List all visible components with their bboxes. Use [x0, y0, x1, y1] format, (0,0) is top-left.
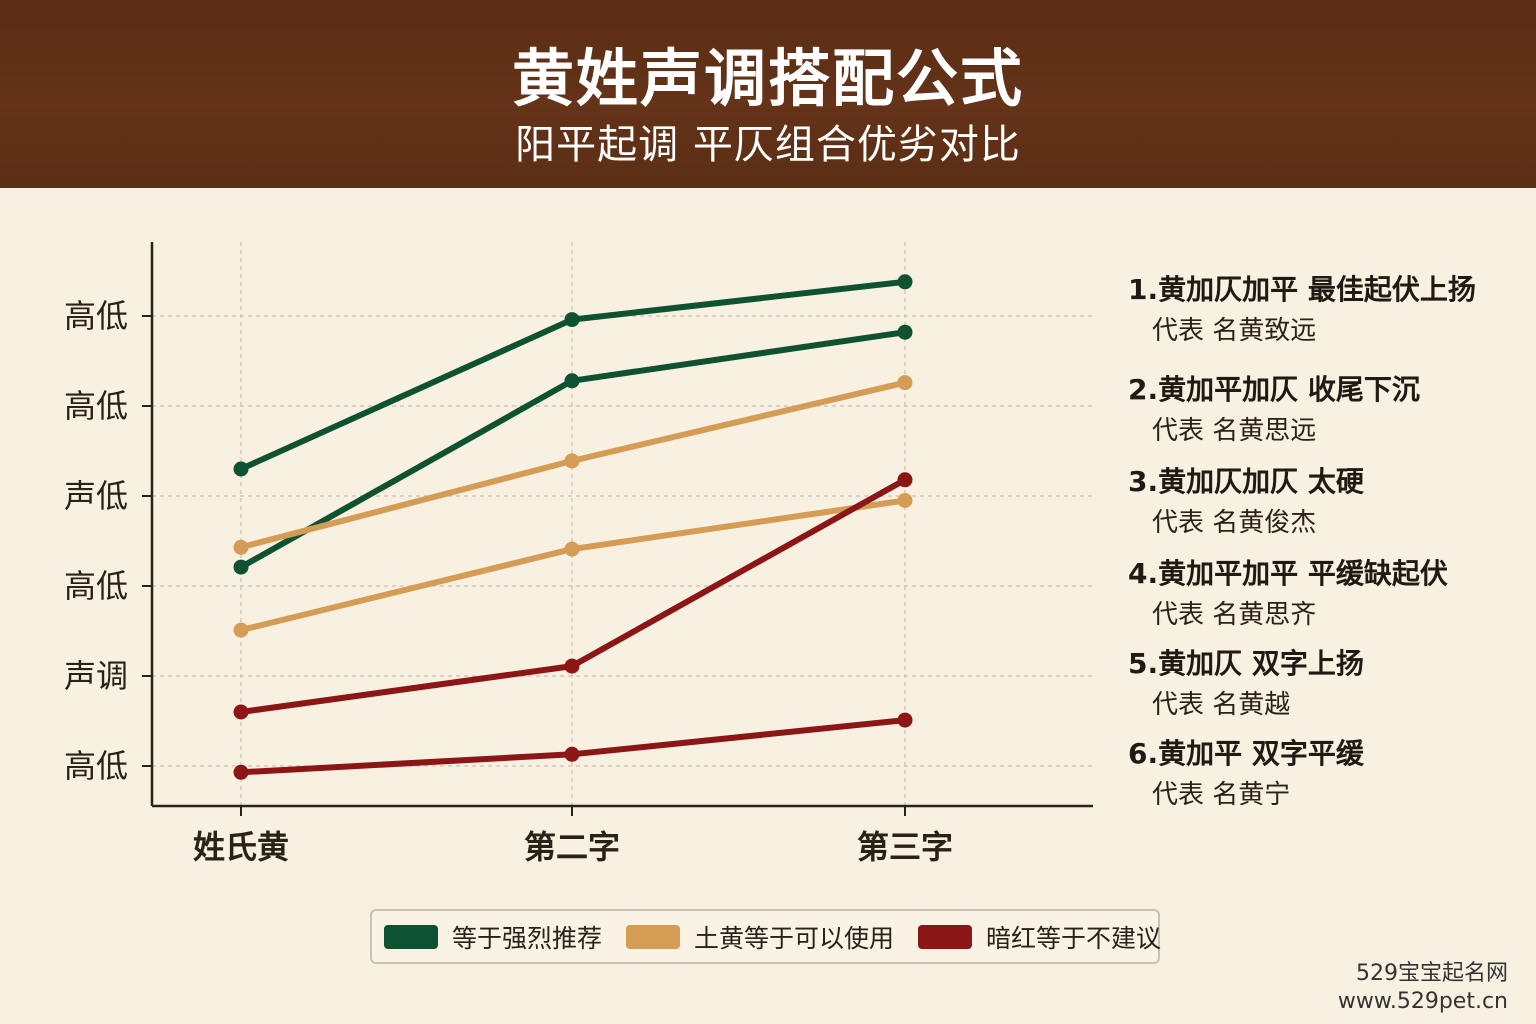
note-title: 3.黄加仄加仄 太硬 — [1128, 465, 1364, 498]
page-subtitle: 阳平起调 平仄组合优劣对比 — [515, 122, 1021, 168]
note-example: 代表 名黄越 — [1152, 690, 1291, 720]
y-tick-label: 声低 — [64, 477, 128, 515]
note-item: 3.黄加仄加仄 太硬 代表 名黄俊杰 — [1128, 460, 1528, 539]
data-point — [897, 472, 913, 488]
watermark: 529宝宝起名网 www.529pet.cn — [1338, 960, 1508, 1016]
data-point — [233, 559, 249, 575]
y-tick-label: 高低 — [64, 747, 128, 785]
data-point — [897, 712, 913, 728]
data-point — [233, 539, 249, 555]
x-category-label: 第二字 — [524, 828, 620, 866]
note-item: 5.黄加仄 双字上扬 代表 名黄越 — [1128, 642, 1528, 721]
legend-label: 等于强烈推荐 — [452, 923, 603, 953]
legend-label: 土黄等于可以使用 — [694, 923, 895, 953]
data-point — [897, 375, 913, 391]
legend-item-acceptable: 土黄等于可以使用 — [626, 919, 894, 955]
legend-swatch-not-recommended — [918, 924, 973, 949]
legend-label: 暗红等于不建议 — [986, 923, 1162, 953]
data-point — [897, 493, 913, 508]
y-tick-label: 高低 — [64, 387, 128, 425]
data-point — [233, 704, 249, 720]
data-point — [564, 746, 580, 762]
chart-legend: 等于强烈推荐 土黄等于可以使用 暗红等于不建议 — [370, 909, 1161, 964]
x-category-label: 第三字 — [857, 828, 953, 866]
legend-item-recommended: 等于强烈推荐 — [384, 919, 602, 955]
note-item: 2.黄加平加仄 收尾下沉 代表 名黄思远 — [1128, 368, 1528, 447]
watermark-site-name: 529宝宝起名网 — [1356, 961, 1508, 986]
note-title: 1.黄加仄加平 最佳起伏上扬 — [1128, 273, 1476, 306]
note-item: 4.黄加平加平 平缓缺起伏 代表 名黄思齐 — [1128, 552, 1528, 631]
data-point — [897, 324, 913, 340]
legend-swatch-acceptable — [626, 924, 681, 949]
note-example: 代表 名黄思远 — [1152, 416, 1317, 446]
note-example: 代表 名黄宁 — [1152, 780, 1291, 810]
note-title: 4.黄加平加平 平缓缺起伏 — [1128, 557, 1448, 590]
data-point — [564, 453, 580, 469]
data-point — [233, 622, 249, 638]
y-tick-label: 高低 — [64, 297, 128, 335]
header-banner: 黄姓声调搭配公式 阳平起调 平仄组合优劣对比 — [0, 0, 1536, 188]
legend-item-not-recommended: 暗红等于不建议 — [918, 919, 1161, 955]
x-category-label: 姓氏黄 — [193, 828, 289, 866]
note-item: 1.黄加仄加平 最佳起伏上扬 代表 名黄致远 — [1128, 268, 1528, 347]
note-title: 5.黄加仄 双字上扬 — [1128, 647, 1364, 680]
data-point — [897, 274, 913, 290]
series-line-not-recommended — [238, 717, 908, 776]
note-example: 代表 名黄致远 — [1152, 316, 1317, 346]
series-line-recommended — [238, 329, 908, 571]
note-item: 6.黄加平 双字平缓 代表 名黄宁 — [1128, 732, 1528, 811]
y-tick-label: 声调 — [64, 657, 128, 695]
note-example: 代表 名黄俊杰 — [1152, 508, 1317, 538]
data-point — [564, 658, 580, 674]
data-point — [564, 312, 580, 328]
data-point — [564, 373, 580, 389]
data-point — [233, 764, 249, 780]
data-point — [564, 541, 580, 557]
page-title: 黄姓声调搭配公式 — [511, 42, 1024, 115]
y-tick-label: 高低 — [64, 567, 128, 605]
watermark-url: www.529pet.cn — [1337, 989, 1508, 1014]
note-title: 2.黄加平加仄 收尾下沉 — [1128, 373, 1420, 406]
data-point — [233, 461, 249, 477]
legend-swatch-recommended — [384, 924, 438, 949]
note-title: 6.黄加平 双字平缓 — [1128, 737, 1364, 770]
note-example: 代表 名黄思齐 — [1152, 600, 1317, 630]
